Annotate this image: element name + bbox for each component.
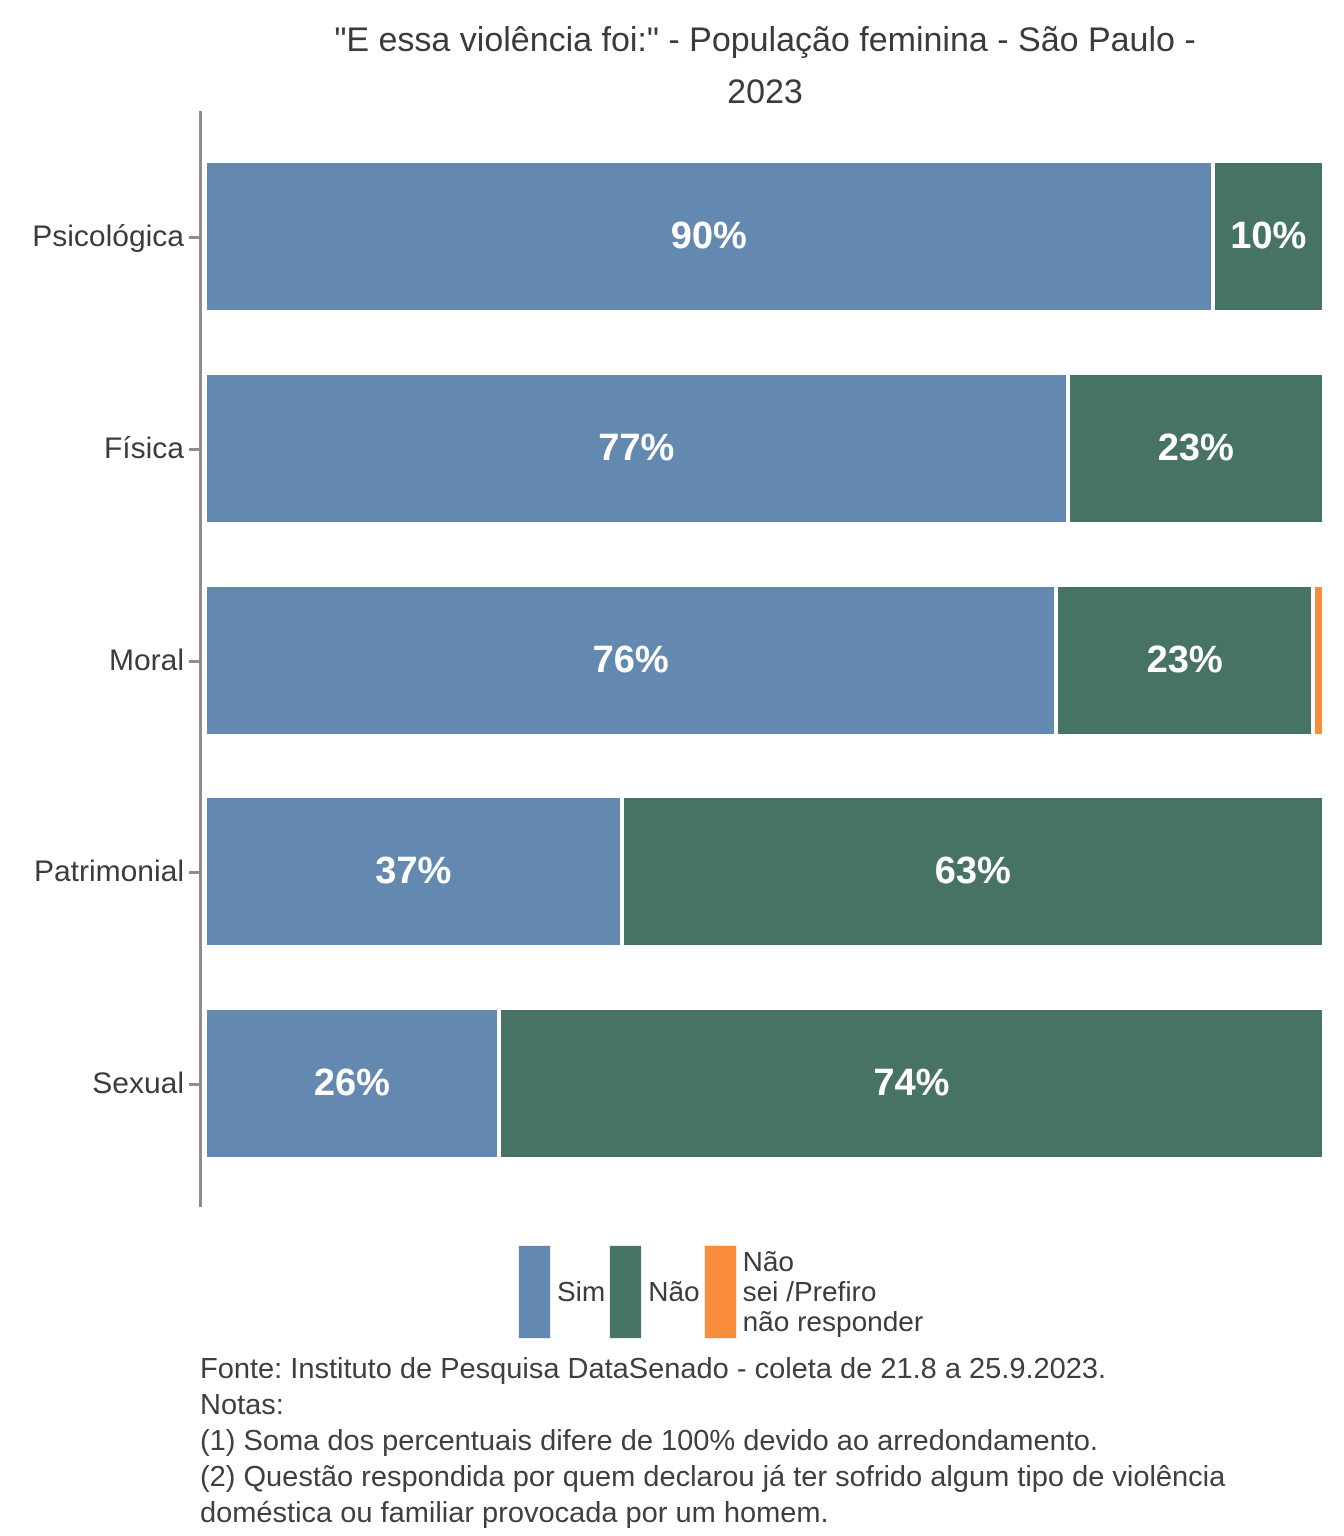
bar-segment: 90% [207,163,1211,310]
axis-tick [189,1083,199,1086]
bar-segment: 76% [207,587,1055,734]
legend-item: Não sei /Prefiro não responder [703,1245,928,1339]
bar-row: 90% 10% [207,163,1322,310]
bar-segment: 74% [496,1010,1322,1157]
bar-segment: 10% [1210,163,1322,310]
legend-label: Não [648,1276,700,1307]
bar-value-label: 23% [1146,639,1223,681]
chart-title: "E essa violência foi:" - População femi… [200,14,1330,118]
chart-title-line-1: "E essa violência foi:" - População femi… [334,21,1196,59]
bar-row: 26% 74% [207,1010,1322,1157]
bar-row: 76% 23% [207,587,1322,734]
legend-swatch [609,1245,643,1339]
note-2-line-2: doméstica ou familiar provocada por um h… [200,1497,829,1529]
bar-value-label: 90% [670,215,747,257]
source-and-notes: Fonte: Instituto de Pesquisa DataSenado … [200,1351,1225,1531]
notes-heading: Notas: [200,1389,284,1421]
chart-title-line-2: 2023 [727,73,803,111]
bar-value-label: 10% [1230,215,1307,257]
axis-tick [189,660,199,663]
bar-value-label: 37% [375,850,452,892]
category-label: Psicológica [32,219,184,253]
bar-segment: 26% [207,1010,497,1157]
y-axis-line [199,111,202,1207]
bar-value-label: 63% [934,850,1011,892]
bar-segment: 63% [619,798,1322,945]
axis-tick [189,448,199,451]
bar-value-label: 23% [1157,427,1234,469]
bar-segment: 37% [207,798,620,945]
legend-swatch [703,1245,737,1339]
bar-value-label: 26% [313,1062,390,1104]
category-label: Moral [108,643,184,677]
source-line: Fonte: Instituto de Pesquisa DataSenado … [200,1353,1107,1385]
legend-label: Não sei /Prefiro não responder [742,1246,924,1337]
bar-value-label: 77% [598,427,675,469]
bar-row: 37% 63% [207,798,1322,945]
bar-value-label: 76% [592,639,669,681]
bar-value-label: 74% [873,1062,950,1104]
note-1: (1) Soma dos percentuais difere de 100% … [200,1425,1098,1457]
bar-segment: 77% [207,375,1066,522]
bar-segment: 23% [1065,375,1322,522]
legend-swatch [518,1245,551,1339]
note-2-line-1: (2) Questão respondida por quem declarou… [200,1461,1226,1493]
axis-tick [189,871,199,874]
bar-segment: 23% [1054,587,1311,734]
legend-label: Sim [557,1276,606,1307]
axis-tick [189,236,199,239]
legend-item: Não [609,1245,703,1339]
bar-row: 77% 23% [207,375,1322,522]
legend: Sim Não Não sei /Prefiro não responder [518,1245,927,1339]
legend-item: Sim [518,1245,609,1339]
bar-segment [1310,587,1322,734]
category-label: Sexual [92,1066,184,1100]
category-label: Patrimonial [33,854,184,888]
category-label: Física [103,431,184,465]
